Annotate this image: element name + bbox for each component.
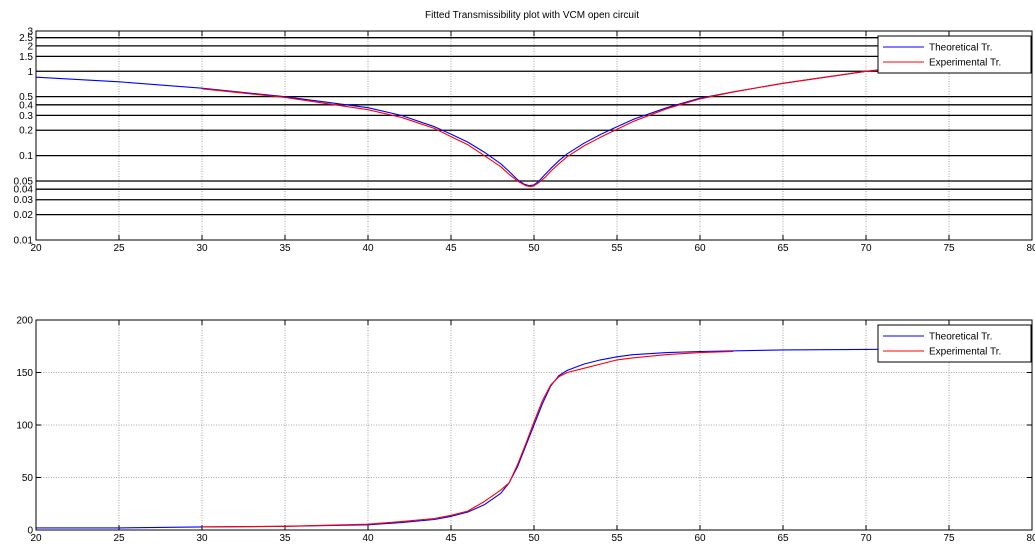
x-tick-label: 45 (445, 243, 457, 254)
x-tick-label: 50 (528, 533, 540, 544)
y-tick-label: 0.1 (19, 151, 33, 162)
x-tick-label: 65 (777, 243, 789, 254)
x-tick-label: 30 (196, 243, 208, 254)
x-tick-label: 65 (777, 533, 789, 544)
x-tick-label: 55 (611, 533, 623, 544)
x-tick-label: 25 (113, 533, 125, 544)
top-plot-series (35, 53, 1033, 188)
legend-label: Experimental Tr. (929, 58, 1001, 69)
y-tick-label: 0.04 (14, 185, 34, 196)
x-tick-label: 70 (860, 243, 872, 254)
y-tick-label: 0.01 (14, 236, 34, 247)
legend-box (877, 35, 1032, 74)
x-tick-label: 20 (30, 533, 42, 544)
bottom-plot-legend: Theoretical Tr. Experimental Tr. (877, 324, 1032, 363)
legend-label: Theoretical Tr. (929, 43, 992, 54)
x-tick-label: 75 (943, 533, 955, 544)
x-tick-label: 75 (943, 243, 955, 254)
top-plot: Fitted Transmissibility plot with VCM op… (14, 10, 1035, 254)
y-tick-label: 2 (27, 41, 33, 52)
y-tick-label: 0.3 (19, 111, 33, 122)
legend-label: Experimental Tr. (929, 347, 1001, 358)
series-line (201, 350, 734, 528)
x-tick-label: 20 (30, 243, 42, 254)
top-plot-ticks: 20 25 30 35 40 45 50 55 60 65 70 75 800.010.020.030.… (14, 27, 1035, 255)
legend-box (877, 324, 1032, 363)
y-tick-label: 0.02 (14, 210, 34, 221)
top-plot-legend: Theoretical Tr. Experimental Tr. (877, 35, 1032, 74)
y-tick-label: 0.03 (14, 195, 34, 206)
bottom-plot-series (36, 347, 1033, 529)
x-tick-label: 60 (694, 533, 706, 544)
x-tick-label: 35 (279, 243, 291, 254)
x-tick-label: 50 (528, 243, 540, 254)
y-tick-label: 50 (22, 473, 34, 484)
y-tick-label: 100 (16, 421, 33, 432)
y-tick-label: 0.05 (14, 177, 34, 188)
x-tick-label: 80 (1026, 533, 1035, 544)
top-plot-title: Fitted Transmissibility plot with VCM op… (425, 10, 639, 21)
y-tick-label: 0 (27, 526, 33, 537)
series-line (36, 347, 1033, 529)
y-tick-label: 0.4 (19, 100, 33, 111)
y-tick-label: 2.5 (19, 33, 33, 44)
legend-label: Theoretical Tr. (929, 332, 992, 343)
x-tick-label: 80 (1026, 243, 1035, 254)
y-tick-label: 0.5 (19, 92, 33, 103)
y-tick-label: 150 (16, 368, 33, 379)
y-tick-label: 200 (16, 316, 33, 327)
y-tick-label: 3 (27, 27, 33, 38)
y-tick-label: 1.5 (19, 52, 33, 63)
bottom-plot-frame (35, 319, 1033, 531)
x-tick-label: 40 (362, 533, 374, 544)
bottom-plot-ticks: 20 25 30 35 40 45 50 55 60 65 70 75 80 0 50 100 150 200 (16, 316, 1035, 545)
x-tick-label: 60 (694, 243, 706, 254)
x-tick-label: 25 (113, 243, 125, 254)
x-tick-label: 40 (362, 243, 374, 254)
top-plot-frame (35, 30, 1033, 241)
y-tick-label: 1 (27, 67, 33, 78)
x-tick-label: 30 (196, 533, 208, 544)
y-tick-label: 0.2 (19, 126, 33, 137)
series-line (201, 67, 900, 188)
bottom-plot: 20 25 30 35 40 45 50 55 60 65 70 75 80 0 50 100 150 200 T… (16, 316, 1035, 545)
series-line (35, 53, 1033, 187)
x-tick-label: 70 (860, 533, 872, 544)
x-tick-label: 55 (611, 243, 623, 254)
x-tick-label: 45 (445, 533, 457, 544)
x-tick-label: 35 (279, 533, 291, 544)
